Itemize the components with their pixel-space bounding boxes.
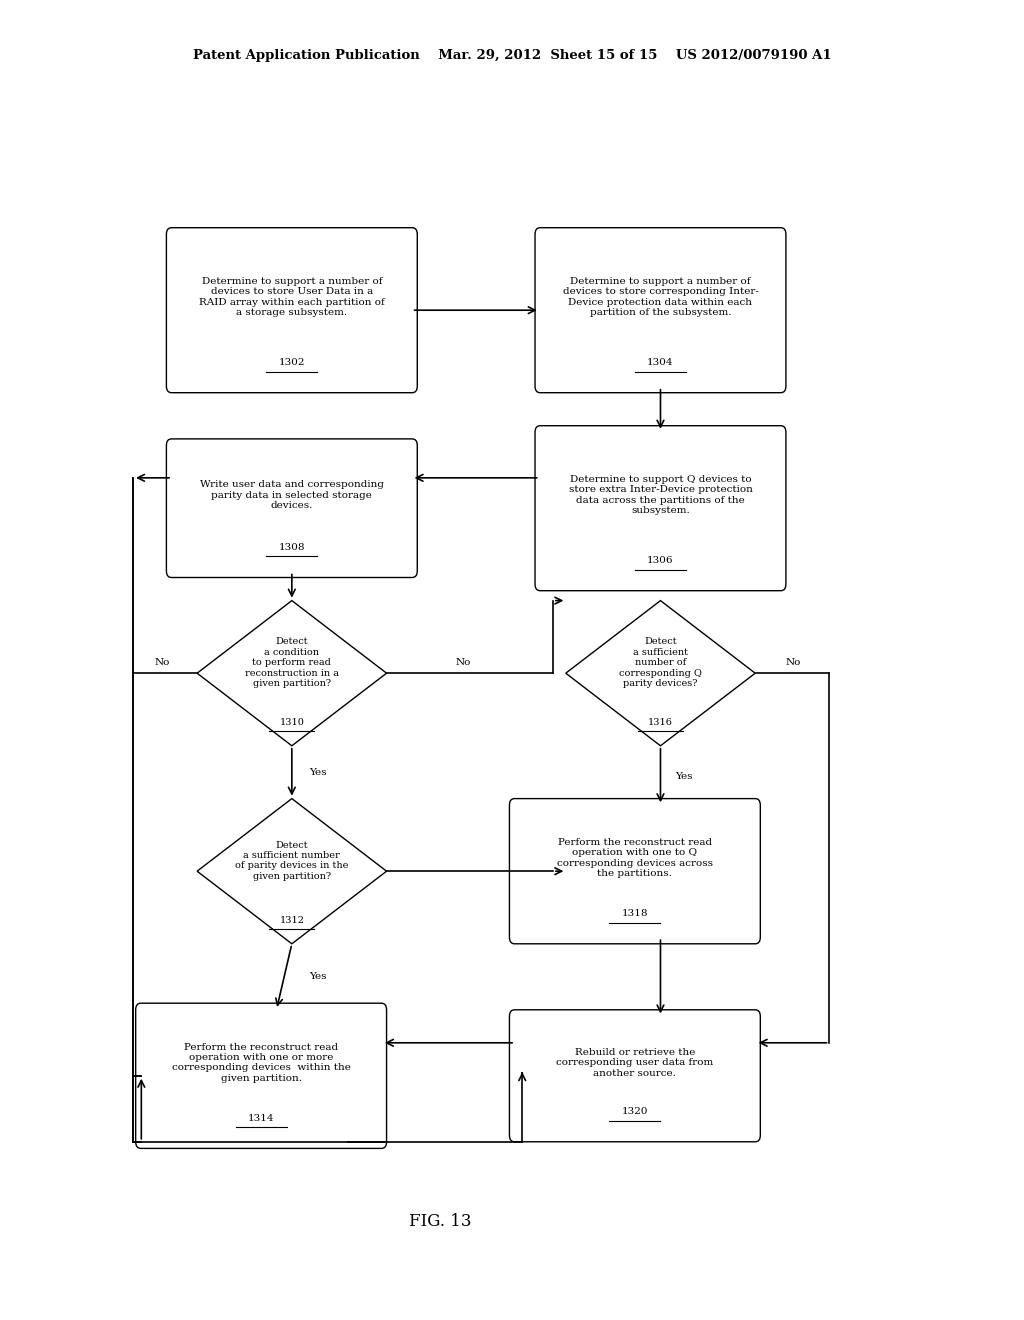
Text: Determine to support a number of
devices to store User Data in a
RAID array with: Determine to support a number of devices… xyxy=(199,277,385,317)
Text: Yes: Yes xyxy=(308,768,327,776)
Text: Detect
a condition
to perform read
reconstruction in a
given partition?: Detect a condition to perform read recon… xyxy=(245,638,339,688)
Text: Yes: Yes xyxy=(675,772,693,780)
FancyBboxPatch shape xyxy=(536,227,786,393)
Polygon shape xyxy=(197,799,386,944)
FancyBboxPatch shape xyxy=(509,1010,760,1142)
Text: 1318: 1318 xyxy=(622,909,648,917)
Text: 1316: 1316 xyxy=(648,718,673,726)
Text: 1320: 1320 xyxy=(622,1107,648,1115)
Text: 1310: 1310 xyxy=(280,718,304,726)
Text: No: No xyxy=(455,659,471,667)
Polygon shape xyxy=(565,601,756,746)
Text: 1312: 1312 xyxy=(280,916,304,924)
FancyBboxPatch shape xyxy=(509,799,760,944)
Text: No: No xyxy=(154,659,170,667)
Text: Rebuild or retrieve the
corresponding user data from
another source.: Rebuild or retrieve the corresponding us… xyxy=(556,1048,714,1077)
Text: Perform the reconstruct read
operation with one to Q
corresponding devices acros: Perform the reconstruct read operation w… xyxy=(557,838,713,878)
Text: Detect
a sufficient
number of
corresponding Q
parity devices?: Detect a sufficient number of correspond… xyxy=(620,638,701,688)
Text: Yes: Yes xyxy=(308,973,327,981)
FancyBboxPatch shape xyxy=(166,438,418,578)
Text: FIG. 13: FIG. 13 xyxy=(409,1213,472,1229)
Text: Patent Application Publication    Mar. 29, 2012  Sheet 15 of 15    US 2012/00791: Patent Application Publication Mar. 29, … xyxy=(193,49,831,62)
FancyBboxPatch shape xyxy=(135,1003,387,1148)
Text: 1304: 1304 xyxy=(647,358,674,367)
Text: 1302: 1302 xyxy=(279,358,305,367)
Text: 1308: 1308 xyxy=(279,543,305,552)
Text: 1314: 1314 xyxy=(248,1114,274,1122)
Text: Determine to support a number of
devices to store corresponding Inter-
Device pr: Determine to support a number of devices… xyxy=(562,277,759,317)
Text: 1306: 1306 xyxy=(647,556,674,565)
Text: Determine to support Q devices to
store extra Inter-Device protection
data acros: Determine to support Q devices to store … xyxy=(568,475,753,515)
FancyBboxPatch shape xyxy=(536,425,786,591)
Polygon shape xyxy=(197,601,386,746)
Text: No: No xyxy=(785,659,802,667)
Text: Perform the reconstruct read
operation with one or more
corresponding devices  w: Perform the reconstruct read operation w… xyxy=(172,1043,350,1082)
Text: Write user data and corresponding
parity data in selected storage
devices.: Write user data and corresponding parity… xyxy=(200,480,384,510)
Text: Detect
a sufficient number
of parity devices in the
given partition?: Detect a sufficient number of parity dev… xyxy=(236,841,348,880)
FancyBboxPatch shape xyxy=(166,227,418,393)
